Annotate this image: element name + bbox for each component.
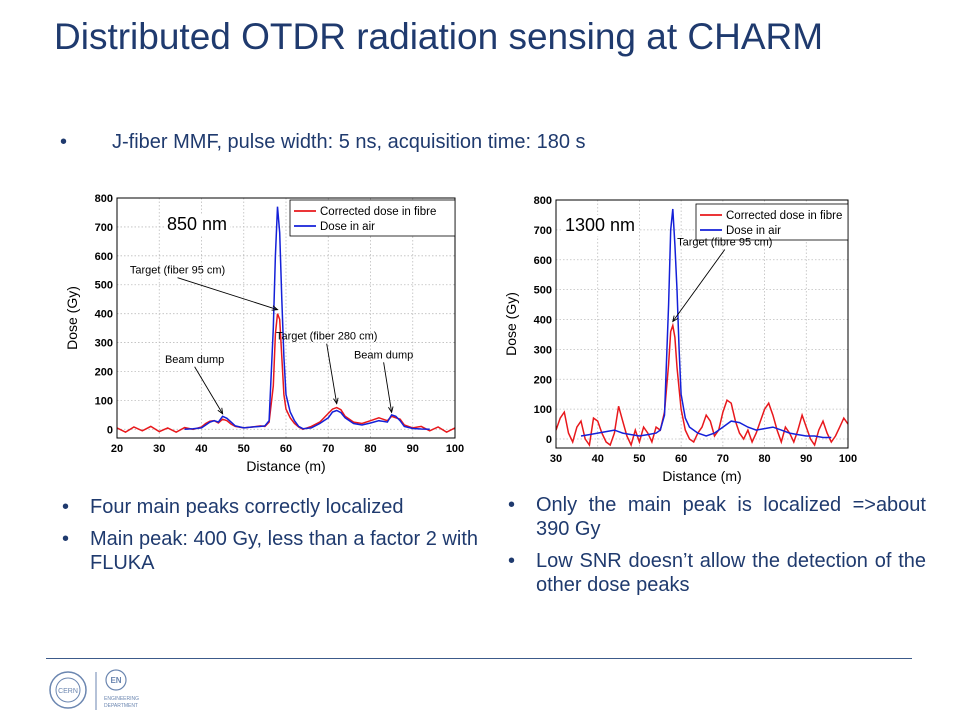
annotation-arrow — [194, 366, 224, 414]
chart-850nm: 20 30 40 50 60 70 80 90 100 0 100 200 300 400 500 600 70… — [64, 193, 464, 474]
slide-subtitle: • J-fiber MMF, pulse width: 5 ns, acquisi… — [60, 131, 586, 154]
x-tick-label: 40 — [592, 453, 604, 465]
cern-logo: CERN — [49, 671, 87, 709]
en-logo-line2: DEPARTMENT — [104, 703, 138, 709]
y-tick-label: 700 — [534, 225, 552, 237]
left-bullet-2: Main peak: 400 Gy, less than a factor 2 … — [58, 527, 478, 575]
annotation-arrow — [177, 277, 278, 311]
x-tick-label: 100 — [839, 453, 857, 465]
x-tick-label: 80 — [364, 443, 376, 455]
footer-divider — [46, 658, 912, 659]
x-tick-label: 60 — [280, 443, 292, 455]
en-logo: EN ENGINEERING DEPARTMENT — [104, 669, 139, 709]
en-logo-text: EN — [110, 676, 121, 685]
y-tick-label: 800 — [95, 193, 113, 205]
legend-entry: Corrected dose in fibre — [726, 210, 842, 222]
y-tick-label: 300 — [95, 338, 113, 350]
plot-frame — [555, 199, 849, 449]
subtitle-text: J-fiber MMF, pulse width: 5 ns, acquisit… — [112, 131, 586, 153]
right-bullet-2: Low SNR doesn’t allow the detection of t… — [504, 549, 926, 597]
legend-entry: Corrected dose in fibre — [320, 206, 436, 218]
annotation-arrow — [326, 343, 338, 404]
y-tick-label: 400 — [95, 309, 113, 321]
x-tick-label: 70 — [322, 443, 334, 455]
legend-entry: Dose in air — [320, 221, 375, 233]
annotation-arrowhead — [388, 406, 394, 414]
series-line-air — [184, 206, 430, 431]
cern-logo-text: CERN — [58, 688, 78, 695]
footer-logos: CERN EN ENGINEERING DEPARTMENT — [49, 669, 139, 710]
plot-frame — [116, 197, 456, 439]
y-tick-label: 0 — [107, 424, 113, 436]
x-axis-label: Distance (m) — [246, 458, 325, 474]
y-tick-label: 200 — [534, 374, 552, 386]
y-tick-label: 300 — [534, 344, 552, 356]
annotation-arrowhead — [672, 315, 679, 323]
legend-entry: Dose in air — [726, 225, 781, 237]
panel-label-850nm: 850 nm — [164, 214, 231, 235]
annotation-label: Beam dump — [165, 354, 224, 366]
annotation-arrow — [383, 362, 393, 413]
legend-box — [695, 203, 849, 241]
x-tick-label: 100 — [446, 443, 464, 455]
y-tick-label: 500 — [534, 285, 552, 297]
right-bullet-1: Only the main peak is localized =>about … — [504, 493, 926, 541]
y-tick-label: 200 — [95, 366, 113, 378]
x-tick-label: 50 — [238, 443, 250, 455]
annotation-label: Target (fiber 280 cm) — [276, 331, 377, 343]
x-tick-label: 50 — [633, 453, 645, 465]
panel-label-1300nm: 1300 nm — [562, 215, 639, 236]
x-tick-label: 80 — [758, 453, 770, 465]
y-tick-label: 400 — [534, 315, 552, 327]
y-tick-label: 0 — [546, 434, 552, 446]
x-tick-label: 60 — [675, 453, 687, 465]
x-tick-label: 90 — [407, 443, 419, 455]
subtitle-bullet: • — [60, 131, 68, 153]
y-tick-label: 700 — [95, 222, 113, 234]
annotation-arrowhead — [271, 305, 279, 311]
y-tick-label: 100 — [534, 404, 552, 416]
y-tick-label: 600 — [534, 255, 552, 267]
y-tick-label: 600 — [95, 251, 113, 263]
annotation-label: Beam dump — [354, 349, 413, 361]
left-bullets: Four main peaks correctly localized Main… — [58, 495, 478, 583]
annotation-label: Target (fibre 95 cm) — [677, 236, 772, 248]
right-bullets: Only the main peak is localized =>about … — [504, 493, 926, 605]
y-axis-label: Dose (Gy) — [64, 286, 80, 350]
y-tick-label: 800 — [534, 195, 552, 207]
x-tick-label: 30 — [153, 443, 165, 455]
y-tick-label: 100 — [95, 395, 113, 407]
x-tick-label: 90 — [800, 453, 812, 465]
x-tick-label: 20 — [111, 443, 123, 455]
annotation-label: Target (fiber 95 cm) — [130, 265, 225, 277]
x-tick-label: 40 — [195, 443, 207, 455]
plot-area — [556, 200, 848, 448]
x-axis-label: Distance (m) — [662, 468, 741, 484]
left-bullet-1: Four main peaks correctly localized — [58, 495, 478, 519]
annotation-arrow — [672, 249, 726, 322]
slide-title: Distributed OTDR radiation sensing at CH… — [54, 16, 824, 57]
annotation-arrowhead — [217, 407, 224, 415]
y-tick-label: 500 — [95, 280, 113, 292]
en-logo-line1: ENGINEERING — [104, 696, 139, 702]
y-axis-label: Dose (Gy) — [503, 292, 519, 356]
annotation-arrowhead — [333, 397, 339, 405]
x-tick-label: 30 — [550, 453, 562, 465]
x-tick-label: 70 — [717, 453, 729, 465]
legend-box — [289, 199, 456, 237]
series-line-air — [580, 208, 832, 439]
chart-1300nm: 30 40 50 60 70 80 90 100 0 100 200 300 400 500 600 700 8… — [503, 195, 857, 484]
